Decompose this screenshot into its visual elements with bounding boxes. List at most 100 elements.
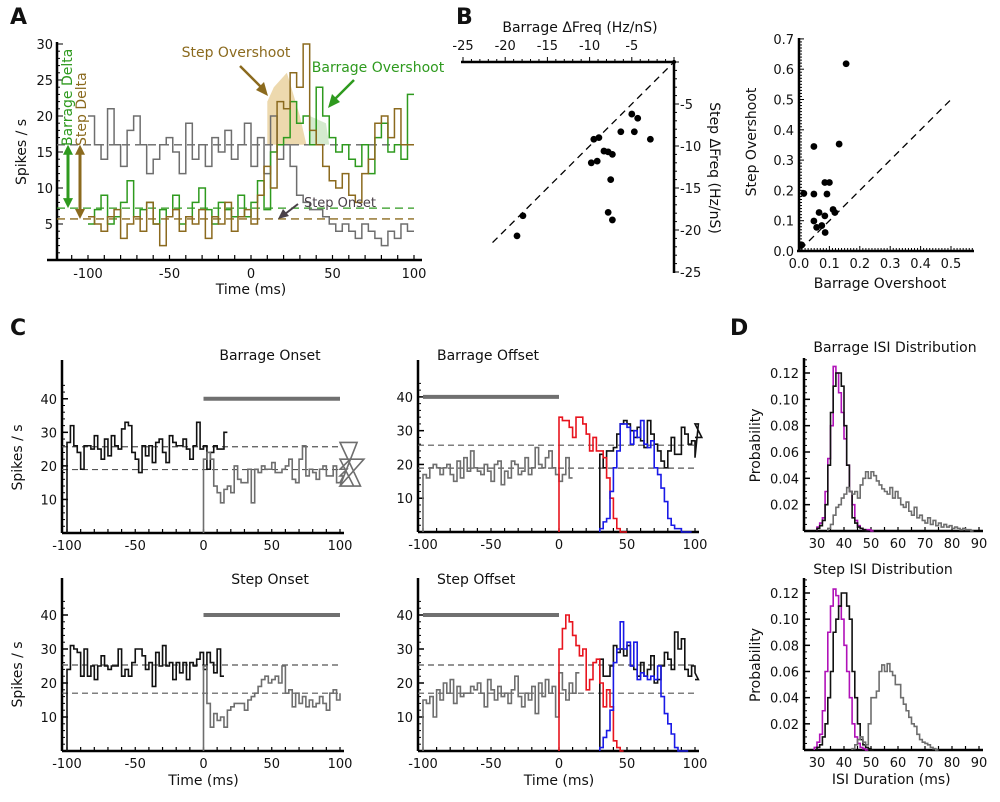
y-tick-label: 0.08 (770, 639, 799, 654)
x-tick-label: 60 (890, 756, 907, 771)
x-axis-label: Time (ms) (215, 282, 287, 298)
y-tick-label: 0.08 (770, 420, 799, 435)
x-tick-label: 0.1 (819, 257, 840, 272)
x-tick-label: 60 (890, 537, 907, 552)
data-point (628, 110, 636, 118)
y-axis-label: Probability (748, 628, 764, 702)
step-delta-arrow-head-up (75, 144, 85, 155)
chart-b-overshoot: 0.0 0.1 0.2 0.3 0.4 0.5 0.0 0.1 0.2 0.3 0.4 0.5 0.6 0… (744, 33, 974, 292)
data-point (810, 217, 818, 225)
y-axis-label: Probability (748, 408, 764, 482)
series-pre (66, 421, 228, 533)
series-brown (88, 43, 414, 247)
data-point (821, 212, 829, 220)
y-tick-label: 20 (40, 677, 57, 692)
data-point (608, 216, 616, 224)
x-tick-label: -5 (625, 39, 638, 54)
y-tick-label: 10 (396, 711, 413, 726)
y-tick-label: 20 (396, 677, 413, 692)
chart-title: Barrage Offset (437, 348, 540, 364)
y-tick-label: 5 (45, 218, 53, 233)
y-tick-label: 40 (396, 391, 413, 406)
x-tick-label: 0.5 (941, 257, 962, 272)
x-tick-label: -50 (125, 757, 146, 772)
x-axis-label: ISI Duration (ms) (832, 772, 951, 788)
y-axis-label: Step Overshoot (744, 87, 760, 196)
data-point (646, 135, 654, 143)
barrage-delta-arrow-head-up (63, 144, 73, 155)
x-tick-label: 50 (863, 537, 880, 552)
x-tick-label: 90 (971, 756, 988, 771)
y-tick-label: -15 (680, 182, 701, 197)
series-black (816, 372, 869, 532)
x-tick-label: 50 (619, 757, 636, 772)
x-tick-label: 30 (809, 537, 826, 552)
y-tick-label: 0.7 (773, 33, 794, 48)
series-post (599, 419, 704, 532)
y-tick-label: 0.0 (773, 245, 794, 260)
y-tick-label: 0.02 (770, 499, 799, 514)
y-tick-label: 30 (36, 38, 53, 53)
x-tick-label: -25 (452, 39, 473, 54)
series-second-spike (599, 621, 689, 752)
barrage-overshoot-arrowhead (328, 94, 340, 108)
x-tick-label: 0.3 (880, 257, 901, 272)
y-axis-label: Spikes / s (14, 119, 30, 185)
x-tick-label: -100 (52, 539, 82, 554)
x-tick-label: 0.2 (849, 257, 870, 272)
y-tick-label: 10 (40, 493, 57, 508)
x-tick-label: 30 (809, 756, 826, 771)
data-point (604, 208, 612, 216)
data-point (513, 232, 521, 240)
x-tick-label: 80 (944, 756, 961, 771)
y-tick-label: -5 (680, 98, 693, 113)
x-tick-label: -100 (408, 757, 438, 772)
y-tick-label: 0.10 (770, 613, 799, 628)
y-tick-label: 15 (36, 146, 53, 161)
data-point (810, 190, 818, 198)
chart-title: Barrage Onset (219, 348, 321, 364)
barrage-delta-arrow-head-down (63, 198, 73, 209)
barrage-overshoot-arrow (333, 79, 355, 101)
data-point (826, 179, 833, 186)
y-tick-label: 30 (396, 643, 413, 658)
data-point (800, 190, 808, 197)
y-tick-label: 0.06 (770, 446, 799, 461)
y-tick-label: 20 (396, 458, 413, 473)
x-tick-label: -100 (73, 267, 103, 282)
series-pre (422, 672, 580, 751)
x-tick-label: -50 (480, 538, 501, 553)
y-tick-label: 30 (396, 425, 413, 440)
x-tick-label: 0 (199, 539, 207, 554)
data-point (823, 190, 831, 198)
step-onset-label: Step Onset (304, 196, 376, 211)
data-point (813, 223, 821, 231)
step-onset-arrowhead (278, 209, 289, 219)
chart-c-step-offset: -100 -50 0 50 100 10 20 30 40 Time (ms) Step Offse… (396, 572, 707, 789)
x-tick-label: 50 (263, 757, 280, 772)
x-tick-label: 90 (971, 537, 988, 552)
data-point (617, 128, 625, 136)
chart-c-barrage-offset: -100 -50 0 50 100 10 20 30 40 Barrage Offset (396, 348, 707, 553)
x-tick-label: 0 (247, 267, 255, 282)
panel-label-d: D (730, 316, 748, 341)
chart-d-barrage-isi: 30 40 50 60 70 80 90 0.02 0.04 0.06 0.08 0.10 0.12 Pr… (748, 340, 987, 552)
x-tick-label: 50 (263, 539, 280, 554)
x-tick-label: 70 (917, 756, 934, 771)
x-tick-label: 50 (863, 756, 880, 771)
barrage-overshoot-area (309, 116, 330, 145)
y-tick-label: -20 (680, 224, 701, 239)
data-point (842, 60, 850, 68)
chart-b-freq: -25 -20 -15 -10 -5 -5 -10 -15 -20 -25 Barrage ΔFre… (452, 20, 722, 281)
data-point (630, 128, 638, 136)
x-tick-label: -20 (495, 39, 516, 54)
y-axis-label: Step ΔFreq (Hz/nS) (706, 102, 722, 234)
y-tick-label: 0.10 (770, 393, 799, 408)
x-tick-label: -10 (579, 39, 600, 54)
step-delta-label: Step Delta (74, 72, 90, 146)
y-tick-label: 0.3 (773, 154, 794, 169)
y-axis-label: Spikes / s (10, 641, 26, 707)
y-tick-label: 10 (36, 182, 53, 197)
x-axis-label: Time (ms) (167, 773, 239, 789)
chart-c-step-onset: -100 -50 0 50 100 10 20 30 40 Time (ms) Spikes / s… (10, 572, 352, 789)
